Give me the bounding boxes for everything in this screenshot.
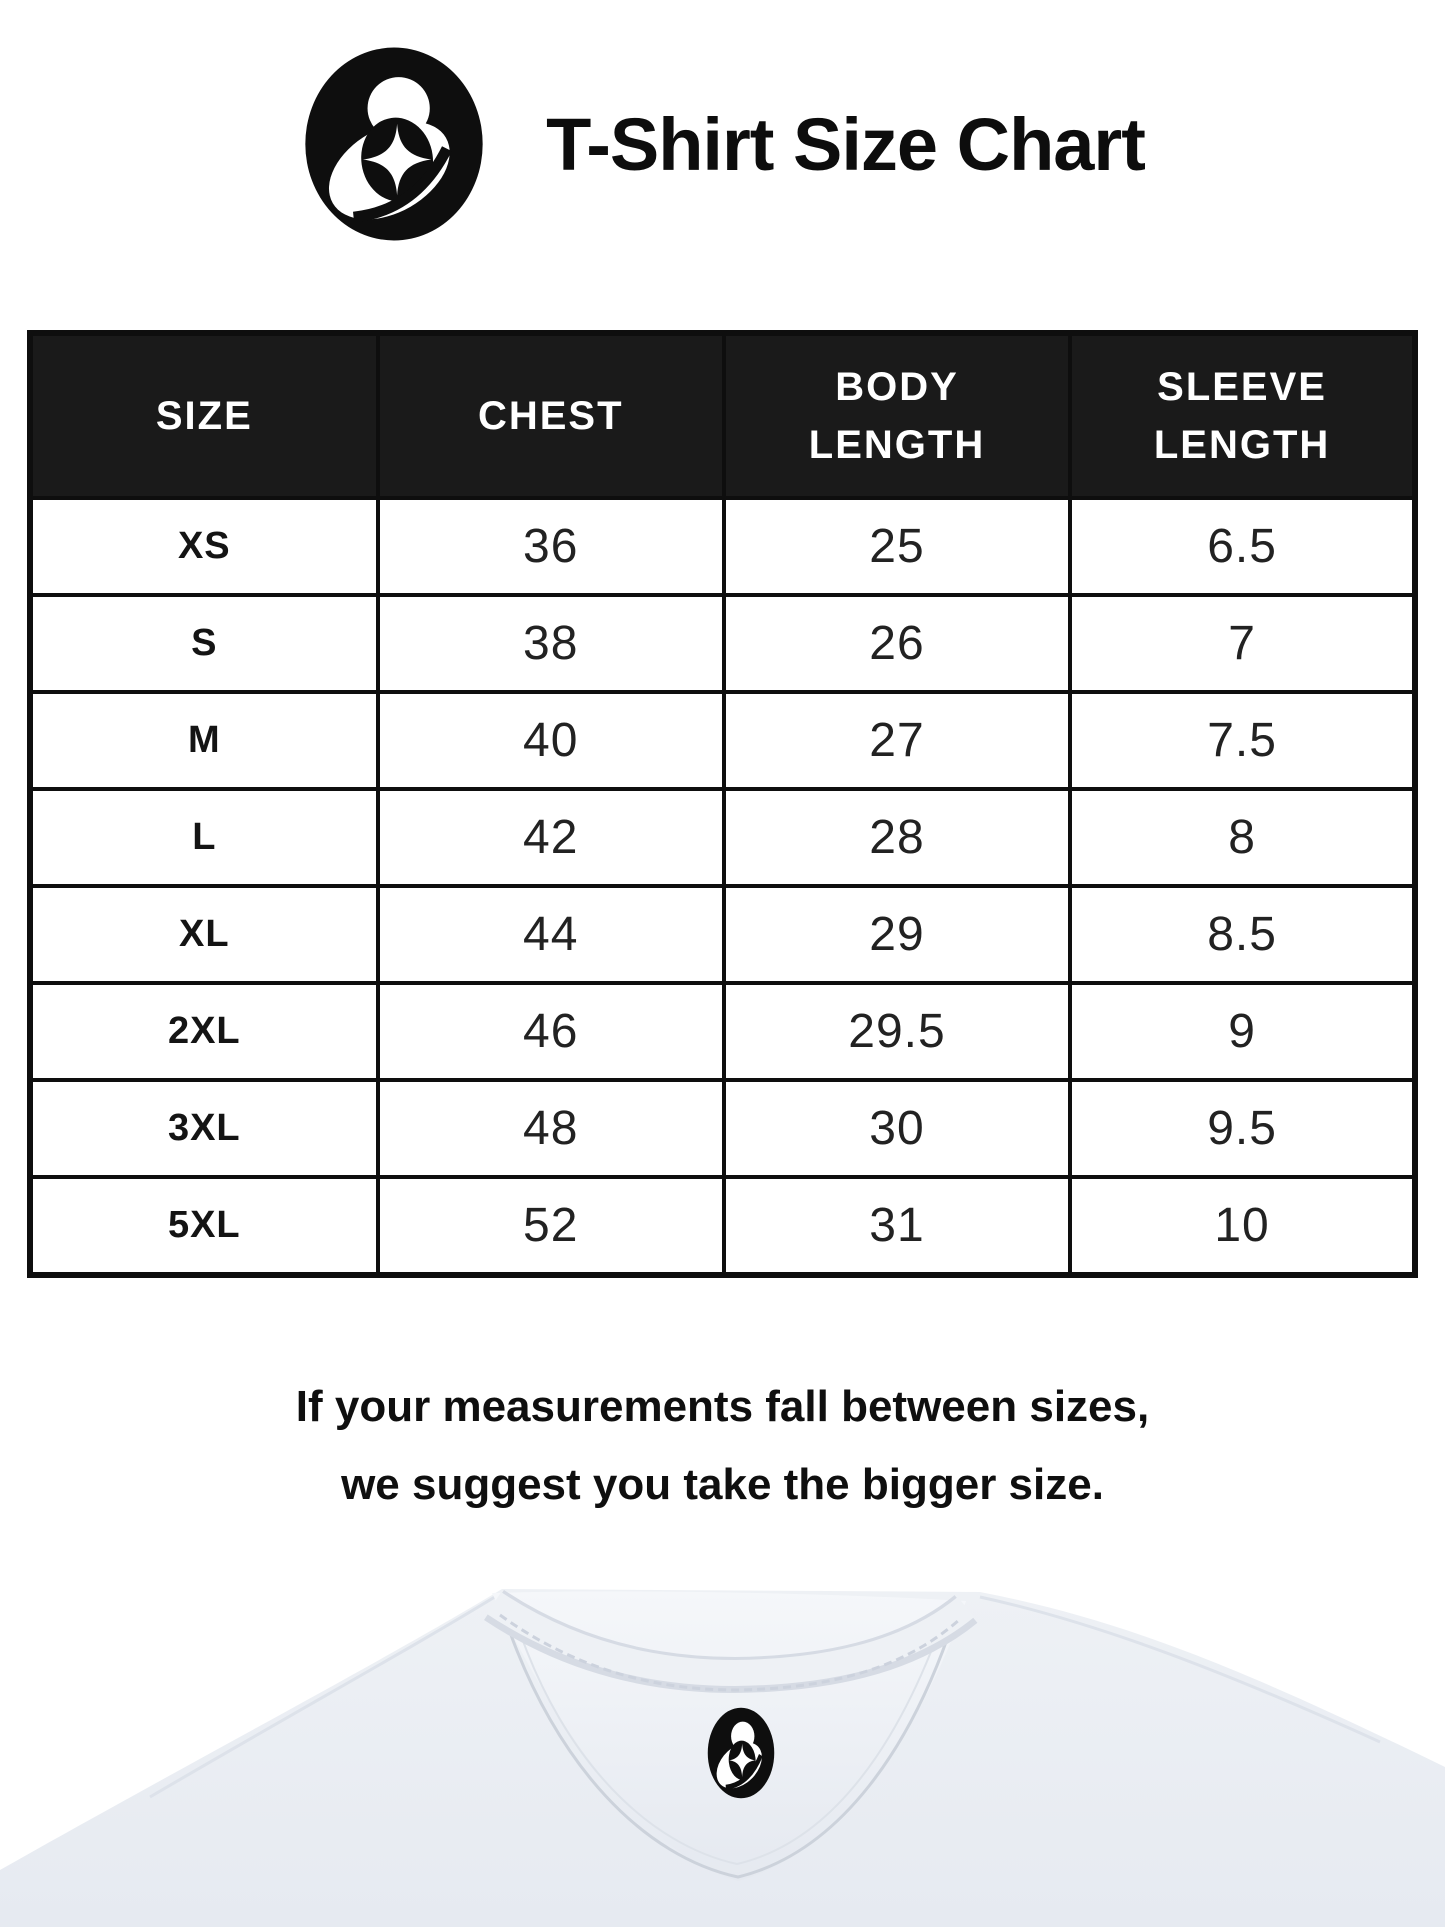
size-cell: M — [28, 690, 380, 791]
column-header-chest: CHEST — [375, 331, 726, 500]
header: T-Shirt Size Chart — [0, 46, 1445, 242]
chest-cell: 42 — [375, 787, 726, 888]
chest-cell: 38 — [375, 593, 726, 694]
collar-stitching — [499, 1613, 962, 1692]
chest-cell: 40 — [375, 690, 726, 791]
size-cell: XL — [28, 884, 380, 985]
body-length-cell: 29.5 — [721, 981, 1073, 1082]
sleeve-length-cell: 7.5 — [1068, 690, 1417, 791]
chest-cell: 48 — [375, 1078, 726, 1179]
table-row: XL 44 29 8.5 — [28, 884, 1417, 985]
size-cell: 2XL — [28, 981, 380, 1082]
sleeve-length-cell: 6.5 — [1068, 496, 1417, 597]
left-shoulder-seam — [149, 1593, 499, 1799]
sleeve-length-cell: 8 — [1068, 787, 1417, 888]
body-length-cell: 30 — [721, 1078, 1073, 1179]
chest-cell: 36 — [375, 496, 726, 597]
size-cell: S — [28, 593, 380, 694]
column-header-size: SIZE — [28, 331, 380, 500]
tshirt-photo — [0, 1557, 1445, 1927]
chest-cell: 46 — [375, 981, 726, 1082]
sleeve-length-cell: 8.5 — [1068, 884, 1417, 985]
brand-logo-icon — [300, 46, 488, 242]
body-length-cell: 26 — [721, 593, 1073, 694]
size-cell: 3XL — [28, 1078, 380, 1179]
size-note-line-2: we suggest you take the bigger size. — [341, 1460, 1104, 1509]
size-note-line-1: If your measurements fall between sizes, — [295, 1382, 1150, 1431]
sleeve-length-cell: 7 — [1068, 593, 1417, 694]
size-chart-table: SIZE CHEST BODY LENGTH SLEEVE LENGTH XS … — [27, 330, 1418, 1278]
table-row: L 42 28 8 — [28, 787, 1417, 888]
chest-cell: 44 — [375, 884, 726, 985]
size-cell: 5XL — [28, 1175, 380, 1277]
body-length-cell: 28 — [721, 787, 1073, 888]
collar-logo-icon — [708, 1708, 775, 1799]
table-header-row: SIZE CHEST BODY LENGTH SLEEVE LENGTH — [28, 331, 1417, 500]
table-row: 5XL 52 31 10 — [28, 1175, 1417, 1277]
body-length-cell: 31 — [721, 1175, 1073, 1277]
table-row: 3XL 48 30 9.5 — [28, 1078, 1417, 1179]
right-shoulder-seam — [979, 1595, 1381, 1744]
table-row: 2XL 46 29.5 9 — [28, 981, 1417, 1082]
body-length-cell: 29 — [721, 884, 1073, 985]
sleeve-length-cell: 9.5 — [1068, 1078, 1417, 1179]
sleeve-length-cell: 10 — [1068, 1175, 1417, 1277]
page-title: T-Shirt Size Chart — [546, 102, 1146, 186]
table-row: S 38 26 7 — [28, 593, 1417, 694]
table-row: XS 36 25 6.5 — [28, 496, 1417, 597]
column-header-body-length: BODY LENGTH — [721, 331, 1073, 500]
body-length-cell: 27 — [721, 690, 1073, 791]
size-note: If your measurements fall between sizes,… — [0, 1368, 1445, 1524]
sleeve-length-cell: 9 — [1068, 981, 1417, 1082]
table-row: M 40 27 7.5 — [28, 690, 1417, 791]
chest-cell: 52 — [375, 1175, 726, 1277]
size-cell: L — [28, 787, 380, 888]
size-cell: XS — [28, 496, 380, 597]
body-length-cell: 25 — [721, 496, 1073, 597]
column-header-sleeve-length: SLEEVE LENGTH — [1068, 331, 1417, 500]
